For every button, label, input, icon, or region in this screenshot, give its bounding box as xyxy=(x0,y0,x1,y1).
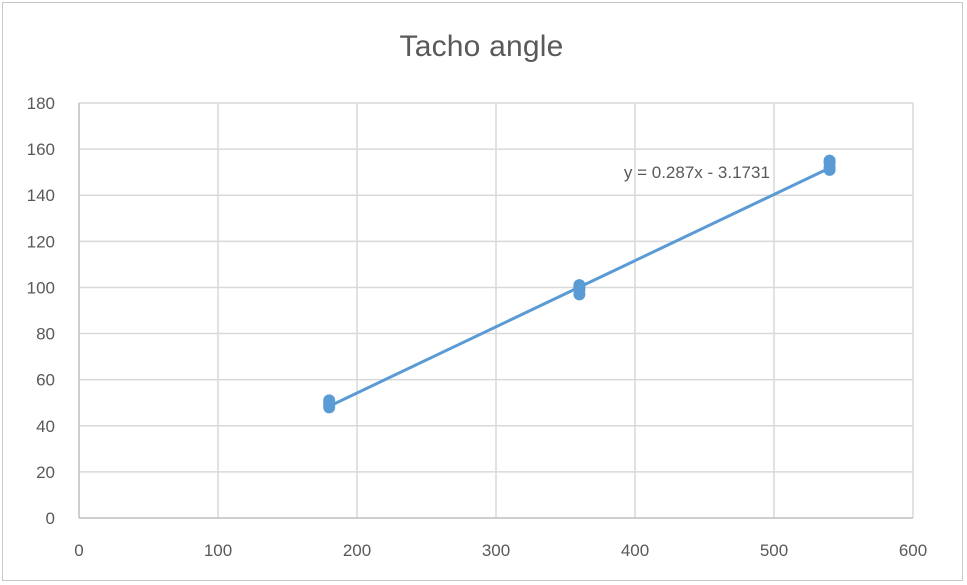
y-tick-label: 100 xyxy=(27,278,55,297)
data-point xyxy=(823,154,836,167)
x-tick-label: 0 xyxy=(74,541,83,560)
x-tick-label: 300 xyxy=(482,541,510,560)
y-tick-label: 120 xyxy=(27,232,55,251)
trendline-equation: y = 0.287x - 3.1731 xyxy=(624,163,770,182)
y-tick-label: 140 xyxy=(27,186,55,205)
x-tick-label: 600 xyxy=(899,541,927,560)
y-tick-label: 180 xyxy=(27,94,55,113)
axes xyxy=(78,103,913,519)
y-tick-label: 40 xyxy=(36,417,55,436)
data-point xyxy=(573,279,586,292)
tick-labels: 0 20 40 60 80 100 120 140 160 180 0 100 200 300 400 500… xyxy=(27,94,928,560)
data-points xyxy=(323,154,836,414)
y-tick-label: 0 xyxy=(46,509,55,528)
x-tick-label: 200 xyxy=(343,541,371,560)
y-tick-label: 60 xyxy=(36,371,55,390)
y-tick-label: 160 xyxy=(27,140,55,159)
gridlines xyxy=(79,102,914,518)
y-tick-label: 20 xyxy=(36,463,55,482)
annotations: y = 0.287x - 3.1731 xyxy=(624,163,770,182)
data-point xyxy=(323,394,336,407)
chart-title: Tacho angle xyxy=(399,30,564,63)
x-tick-label: 100 xyxy=(204,541,232,560)
x-tick-label: 400 xyxy=(621,541,649,560)
x-tick-label: 500 xyxy=(760,541,788,560)
y-tick-label: 80 xyxy=(36,325,55,344)
